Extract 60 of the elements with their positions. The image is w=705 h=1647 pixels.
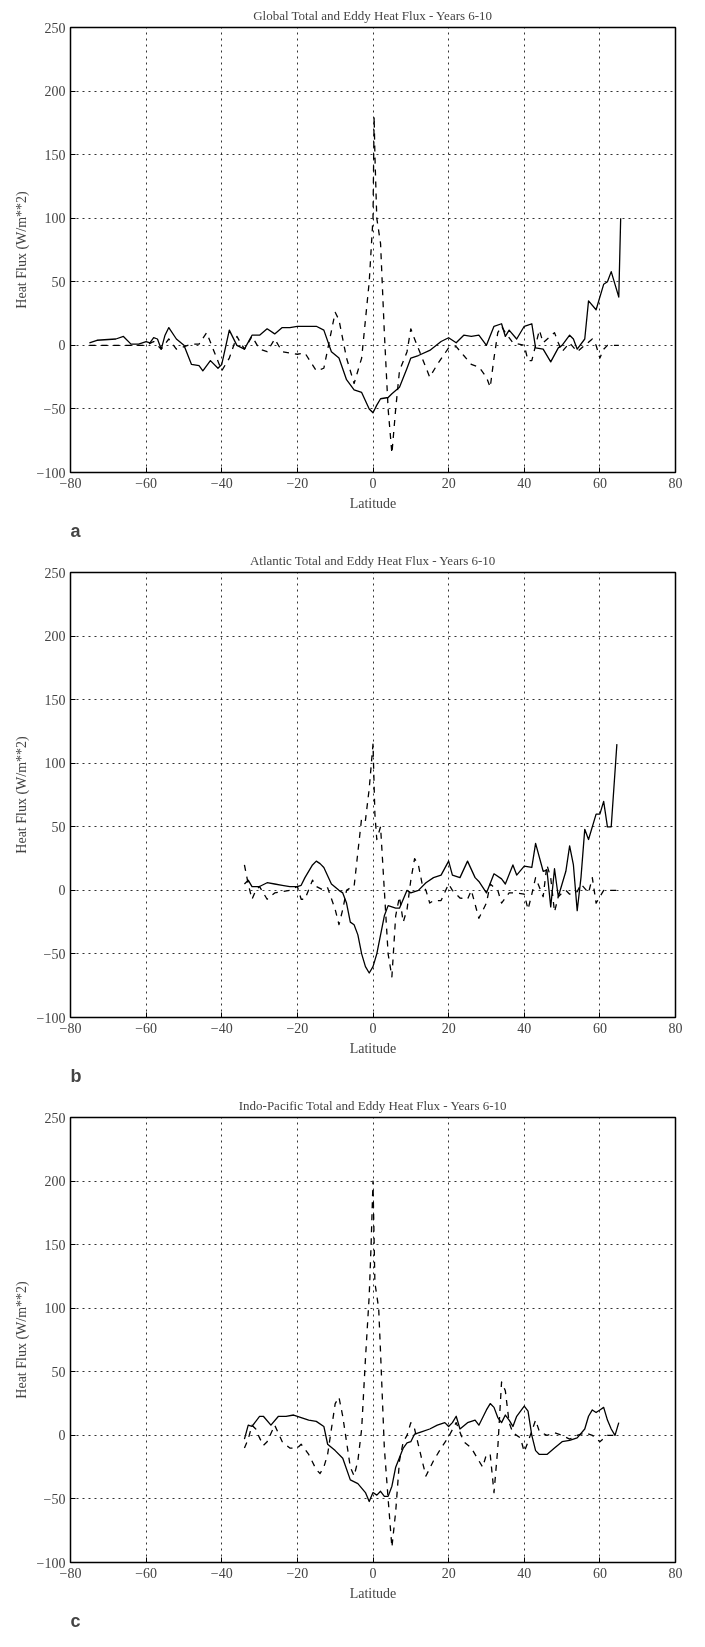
x-tick-label: 80 [668, 1020, 683, 1036]
y-tick-label: 50 [51, 1364, 66, 1380]
y-axis-title: Heat Flux (W/m**2) [13, 1280, 30, 1399]
y-tick-label: 50 [51, 274, 66, 290]
text: a [70, 520, 82, 541]
x-tick-label: 0 [369, 1565, 377, 1581]
y-axis-title: Heat Flux (W/m**2) [13, 735, 30, 854]
y-tick-label: 200 [44, 84, 66, 100]
y-tick-label: 250 [44, 565, 66, 581]
x-tick-label: 20 [441, 1020, 456, 1036]
x-axis-title: Latitude [349, 1585, 397, 1601]
x-tick-label: 40 [517, 1565, 532, 1581]
x-tick-label: 20 [441, 1565, 456, 1581]
y-tick-label: −50 [43, 946, 66, 962]
y-tick-label: 200 [44, 1174, 66, 1190]
x-tick-label: −40 [210, 1565, 233, 1581]
x-tick-label: 80 [668, 475, 683, 491]
y-tick-label: 200 [44, 629, 66, 645]
y-tick-label: 0 [58, 338, 66, 354]
y-tick-label: 150 [44, 1237, 66, 1253]
chart-title: Atlantic Total and Eddy Heat Flux - Years 6-10 [249, 552, 496, 568]
y-tick-label: −50 [43, 1491, 66, 1507]
y-tick-label: 50 [51, 819, 66, 835]
x-tick-label: 60 [592, 1020, 607, 1036]
y-tick-label: 0 [58, 883, 66, 899]
y-tick-label: 100 [44, 756, 66, 772]
x-tick-label: 60 [592, 475, 607, 491]
y-tick-label: −100 [36, 1555, 66, 1571]
y-tick-label: 100 [44, 211, 66, 227]
x-axis-title: Latitude [349, 1040, 397, 1056]
text: b [70, 1065, 82, 1086]
x-tick-label: 40 [517, 1020, 532, 1036]
x-tick-label: −20 [286, 1565, 309, 1581]
x-tick-label: 20 [441, 475, 456, 491]
y-axis-title: Heat Flux (W/m**2) [13, 190, 30, 309]
y-tick-label: 250 [44, 20, 66, 36]
y-tick-label: −100 [36, 465, 66, 481]
x-axis-title: Latitude [349, 495, 397, 511]
x-tick-label: −60 [135, 1565, 158, 1581]
chart-title: Global Total and Eddy Heat Flux - Years 6-10 [253, 7, 493, 23]
text: c [70, 1610, 81, 1631]
y-tick-label: 0 [58, 1428, 66, 1444]
x-tick-label: −40 [210, 1020, 233, 1036]
x-tick-label: −20 [286, 475, 309, 491]
x-tick-label: −40 [210, 475, 233, 491]
x-tick-label: 80 [668, 1565, 683, 1581]
y-tick-label: −100 [36, 1010, 66, 1026]
x-tick-label: 0 [369, 1020, 377, 1036]
y-tick-label: 250 [44, 1110, 66, 1126]
x-tick-label: −60 [135, 1020, 158, 1036]
x-tick-label: −20 [286, 1020, 309, 1036]
y-tick-label: −50 [43, 401, 66, 417]
x-tick-label: 0 [369, 475, 377, 491]
y-tick-label: 150 [44, 147, 66, 163]
y-tick-label: 150 [44, 692, 66, 708]
x-tick-label: 40 [517, 475, 532, 491]
x-tick-label: −60 [135, 475, 158, 491]
chart-title: Indo-Pacific Total and Eddy Heat Flux - Years 6-10 [238, 1097, 507, 1113]
x-tick-label: 60 [592, 1565, 607, 1581]
y-tick-label: 100 [44, 1301, 66, 1317]
